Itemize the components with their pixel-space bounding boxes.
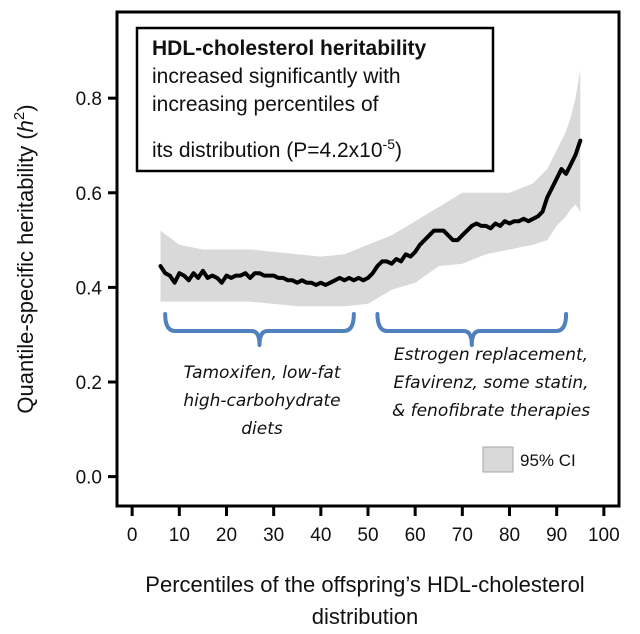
legend-label: 95% CI: [520, 451, 576, 470]
axis-layer: 0.0 0.2 0.4 0.6 0.8 0 10 20 30 40 50 60 70 80 90 100: [76, 89, 620, 546]
annotation-line-2: increasing percentiles of: [152, 93, 379, 116]
y-axis-label-close: ): [13, 104, 38, 111]
brace-left-label-1: Tamoxifen, low-fat: [183, 363, 341, 383]
x-tick-label-3: 30: [263, 525, 284, 546]
x-tick-label-5: 50: [357, 525, 378, 546]
brace-layer: [163, 312, 569, 347]
annotation-line-3: its distribution (P=4.2x10-5): [152, 136, 402, 162]
annotation-exponent: -5: [383, 136, 396, 152]
x-tick-label-1: 10: [169, 525, 190, 546]
x-axis-label-line-1: Percentiles of the offspring’s HDL-chole…: [145, 572, 584, 597]
series-line-0: [158, 138, 583, 287]
annotation-box: [135, 26, 495, 173]
brace-right: [375, 312, 569, 347]
x-tick-label-0: 0: [127, 525, 138, 546]
y-tick-label-0: 0.0: [76, 468, 102, 489]
y-tick-label-2: 0.4: [76, 278, 103, 299]
brace-right-label-1: Estrogen replacement,: [394, 345, 588, 365]
x-axis-label-line-2: distribution: [312, 604, 418, 629]
y-axis-label-sup: 2: [11, 112, 28, 120]
x-tick-label-6: 60: [405, 525, 426, 546]
annotation-title: HDL-cholesterol heritability: [152, 37, 427, 60]
brace-right-label-3: & fenofibrate therapies: [392, 401, 590, 421]
y-axis-label-main: Quantile-specific heritability (: [13, 132, 38, 414]
y-tick-label-1: 0.2: [76, 373, 102, 394]
x-tick-label-7: 70: [452, 525, 473, 546]
brace-left-label-3: diets: [241, 419, 283, 439]
x-tick-label-4: 40: [310, 525, 331, 546]
annotation-line-3-suffix: ): [395, 139, 402, 162]
brace-left-label-2: high-carbohydrate: [183, 391, 340, 411]
x-tick-label-10: 100: [588, 525, 620, 546]
annotation-line-3-prefix: its distribution (P=4.2x10: [152, 139, 383, 162]
y-tick-label-4: 0.8: [76, 89, 102, 110]
x-tick-label-8: 80: [499, 525, 520, 546]
ci-band-layer: [160, 69, 581, 307]
y-axis-label-h: h: [13, 120, 38, 132]
ci-band: [160, 69, 581, 307]
x-tick-label-2: 20: [216, 525, 237, 546]
x-tick-label-9: 90: [546, 525, 567, 546]
y-tick-label-3: 0.6: [76, 184, 102, 205]
brace-right-label-2: Efavirenz, some statin,: [393, 373, 588, 393]
y-axis-label: Quantile-specific heritability (h2): [11, 104, 38, 413]
legend-swatch: [482, 446, 514, 473]
brace-left: [163, 312, 356, 347]
series-line-layer: [158, 138, 583, 287]
annotation-line-1: increased significantly with: [152, 65, 401, 88]
